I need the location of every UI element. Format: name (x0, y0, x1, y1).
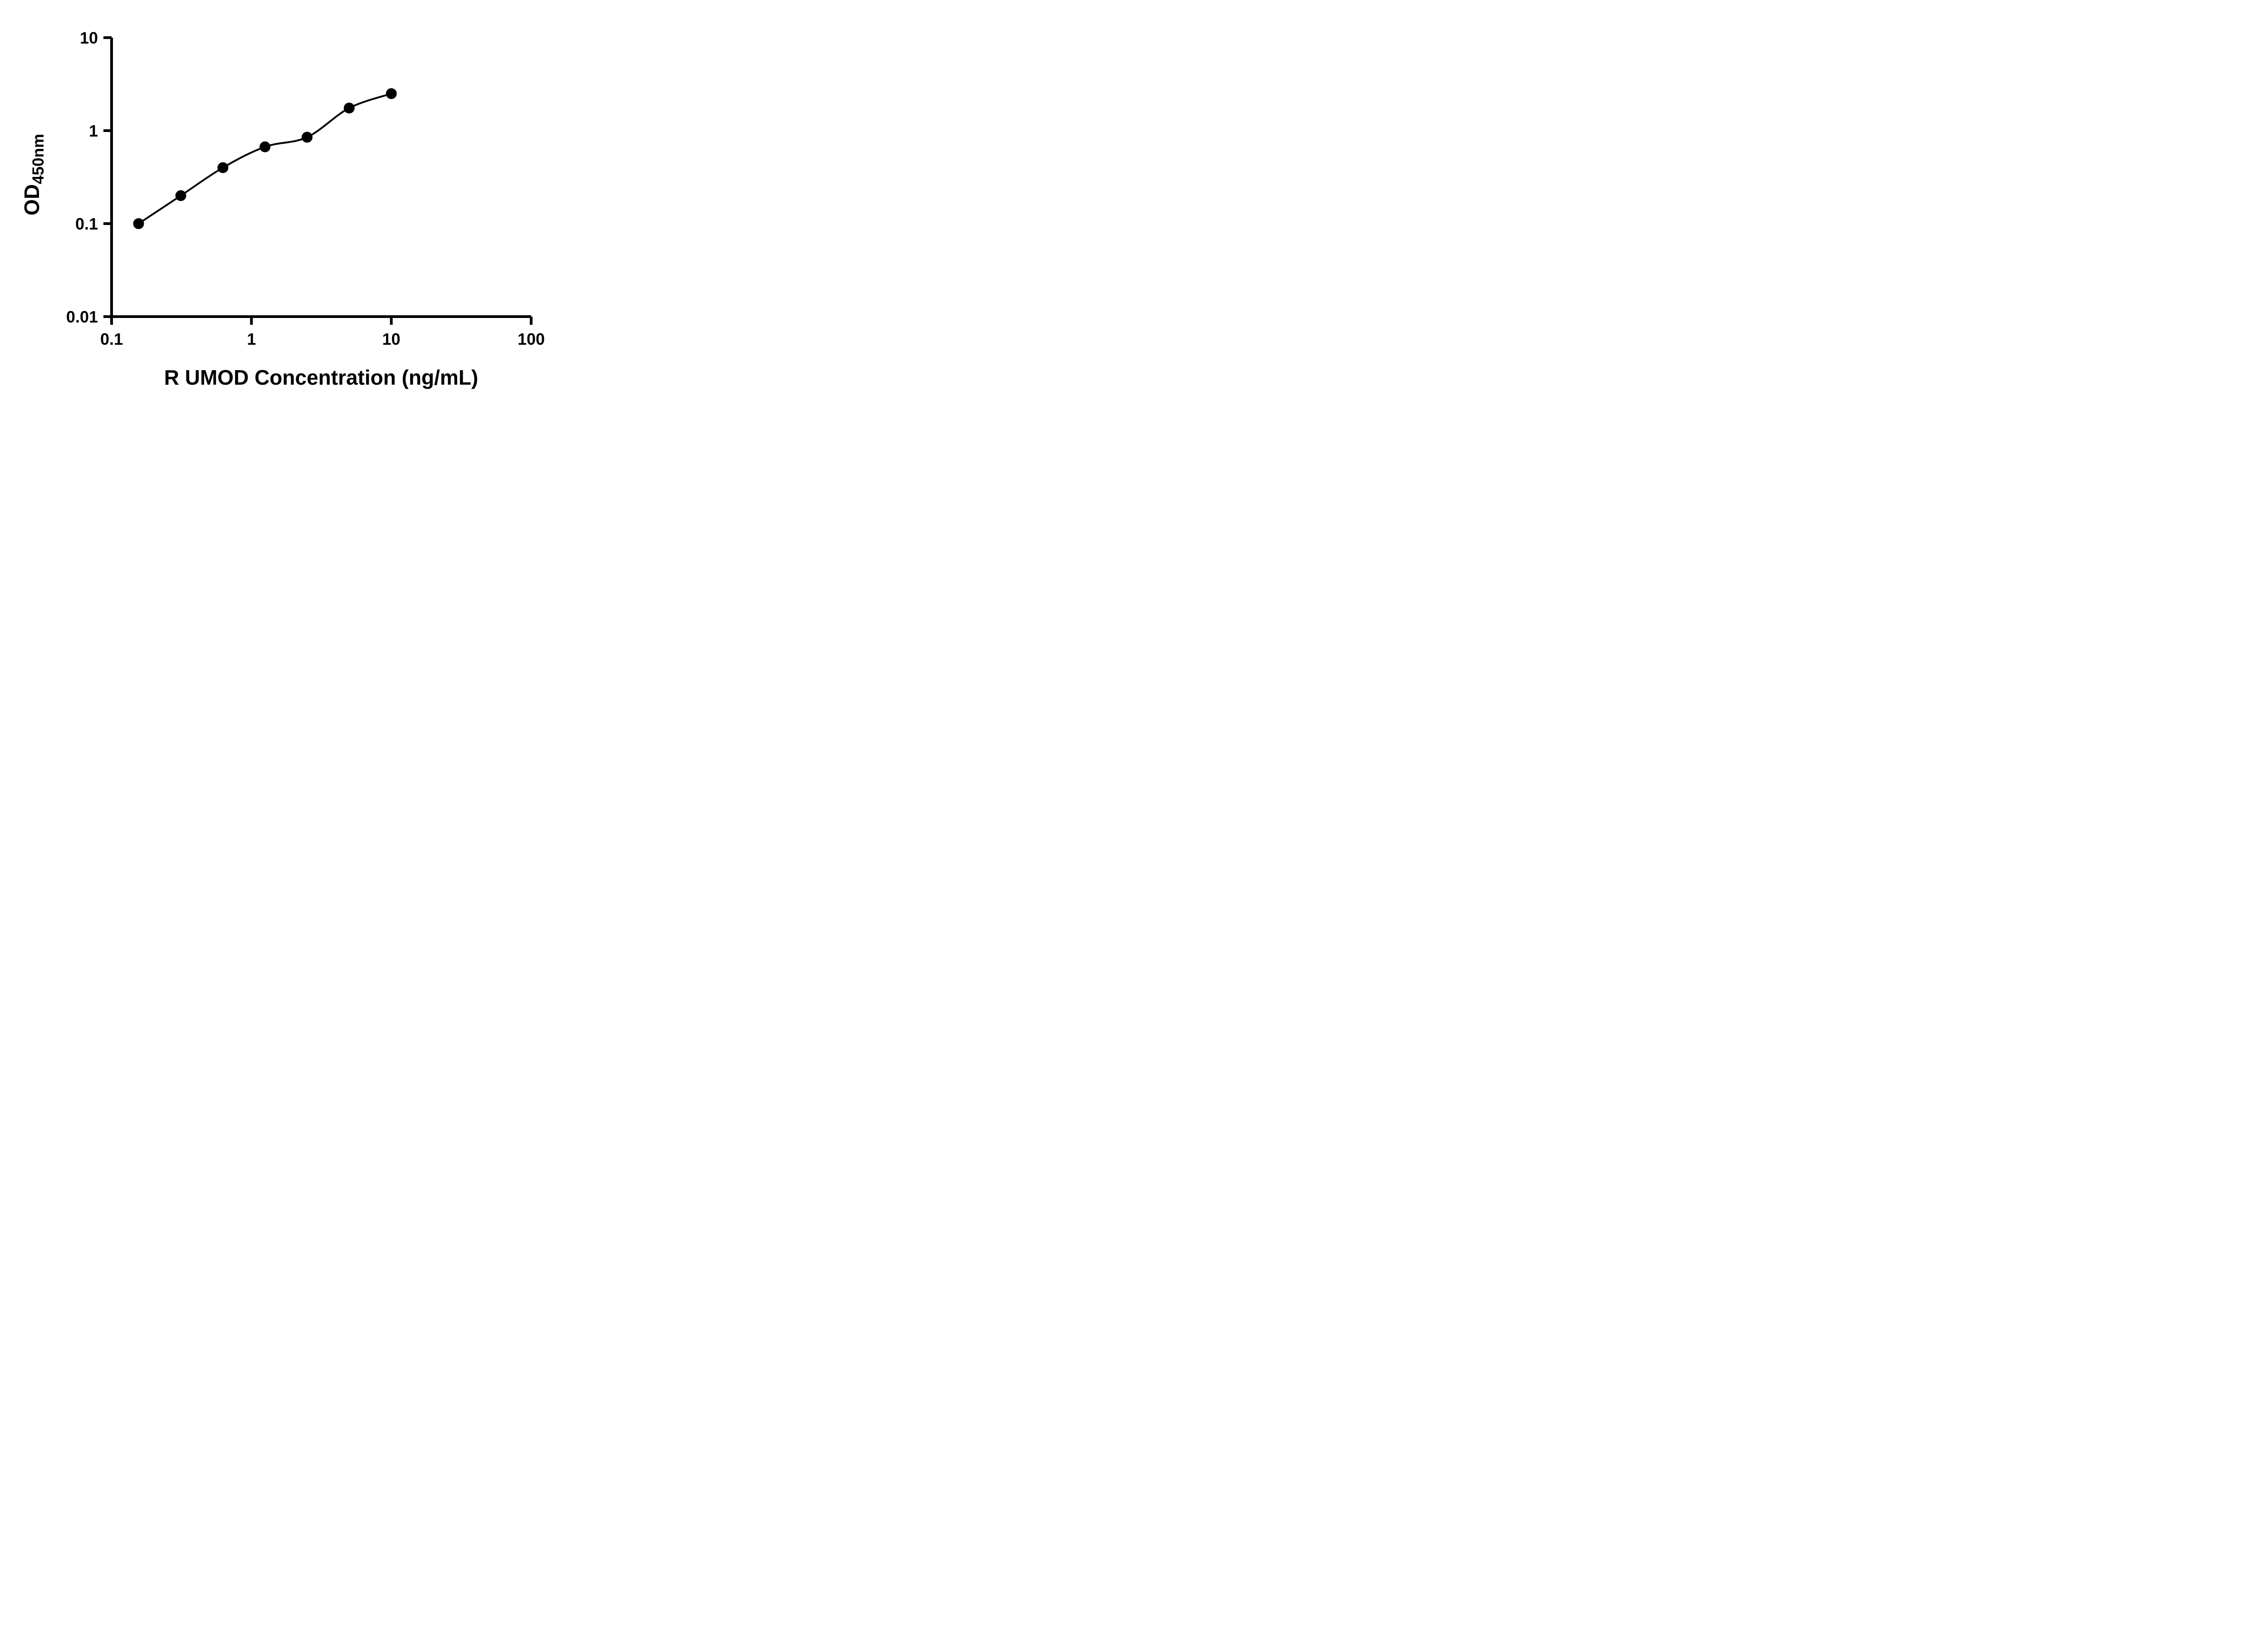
data-point (175, 190, 186, 201)
x-tick-label: 10 (382, 330, 401, 348)
y-axis-title-main: OD (20, 184, 44, 215)
axes-layer (103, 36, 533, 325)
data-point (133, 218, 144, 229)
data-point (343, 103, 355, 114)
y-tick-label: 0.1 (75, 215, 98, 233)
y-tick-label: 10 (80, 29, 98, 47)
y-axis-title-sub: 450nm (29, 134, 47, 184)
elisa-standard-curve-figure: 0.01 0.1 1 10 0.1 1 10 100 R UMOD Concentration… (0, 0, 583, 408)
axes (110, 38, 531, 318)
data-point (259, 141, 271, 152)
x-axis-title: R UMOD Concentration (ng/mL) (164, 366, 479, 389)
data-point (386, 88, 397, 99)
x-tick-label: 0.1 (100, 330, 123, 348)
y-tick-label: 0.01 (66, 308, 98, 326)
x-tick-label: 1 (247, 330, 256, 348)
fit-line (138, 93, 392, 225)
data-layer (133, 88, 397, 229)
x-tick-label: 100 (518, 330, 545, 348)
y-tick-label: 1 (89, 122, 98, 140)
y-axis-title: OD450nm (20, 134, 47, 215)
data-point (302, 132, 313, 143)
data-point (217, 162, 229, 173)
